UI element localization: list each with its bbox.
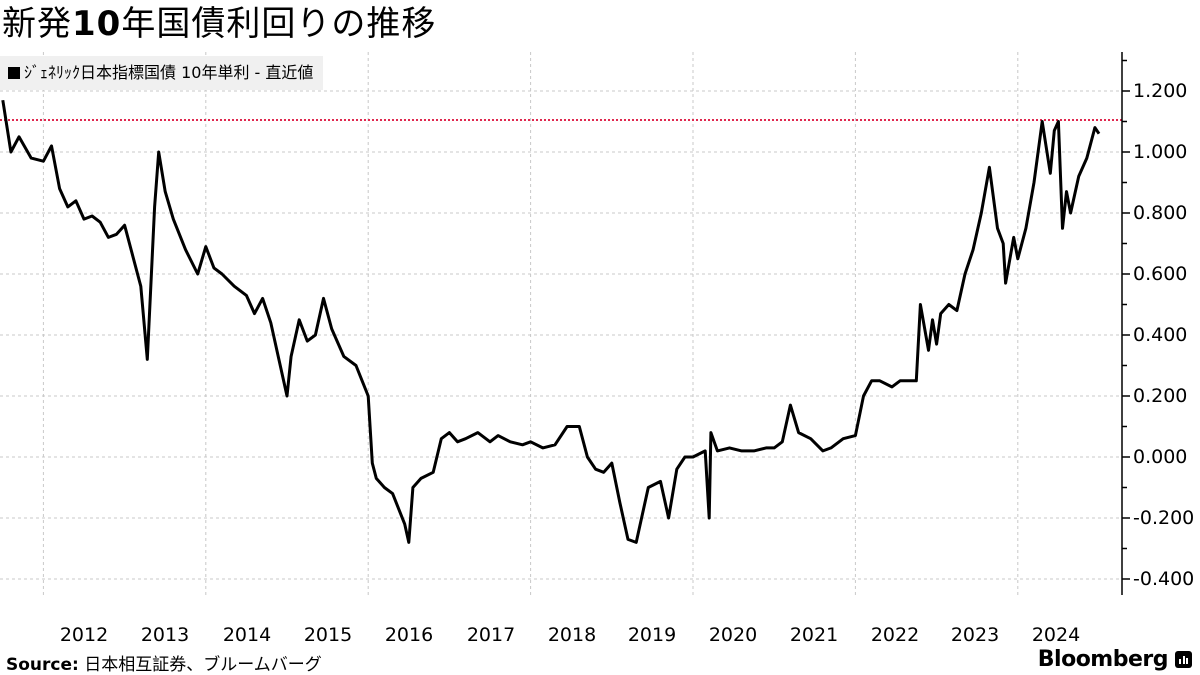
- y-axis-ticks: [1122, 59, 1130, 580]
- x-label: 2023: [950, 624, 1000, 646]
- x-label: 2015: [303, 624, 353, 646]
- title-number: 10: [72, 4, 122, 44]
- x-label: 2019: [627, 624, 677, 646]
- legend-label: ｼﾞｪﾈﾘｯｸ日本指標国債 10年単利 - 直近値: [24, 63, 314, 82]
- x-label: 2014: [222, 624, 272, 646]
- y-label: 1.000: [1133, 141, 1188, 163]
- y-label: -0.200: [1133, 507, 1195, 529]
- x-label: 2018: [547, 624, 597, 646]
- source-text: 日本相互証券、ブルームバーグ: [84, 655, 322, 675]
- x-label: 2012: [59, 624, 109, 646]
- x-label: 2024: [1031, 624, 1081, 646]
- source-note: Source: 日本相互証券、ブルームバーグ: [6, 650, 322, 675]
- y-label: 0.800: [1133, 202, 1188, 224]
- x-label: 2016: [384, 624, 434, 646]
- y-label: 0.600: [1133, 263, 1188, 285]
- x-label: 2017: [466, 624, 516, 646]
- y-label: 1.200: [1133, 80, 1188, 102]
- legend-swatch: [8, 67, 20, 79]
- x-label: 2020: [708, 624, 758, 646]
- y-label: 0.400: [1133, 324, 1188, 346]
- grid-lines: [0, 52, 1122, 595]
- title-suffix: 年国債利回りの推移: [121, 4, 437, 44]
- legend: ｼﾞｪﾈﾘｯｸ日本指標国債 10年単利 - 直近値: [0, 56, 324, 90]
- y-label: 0.200: [1133, 385, 1188, 407]
- x-label: 2021: [789, 624, 839, 646]
- title-prefix: 新発: [2, 4, 72, 44]
- y-label: -0.400: [1133, 568, 1195, 590]
- x-label: 2013: [140, 624, 190, 646]
- yield-series-line: [1, 99, 1101, 544]
- bloomberg-logo: Bloomberg: [1037, 647, 1169, 672]
- bloomberg-chart-icon: [1175, 651, 1192, 668]
- source-label: Source:: [6, 655, 79, 675]
- y-label: 0.000: [1133, 446, 1188, 468]
- x-label: 2022: [870, 624, 920, 646]
- chart-title: 新発10年国債利回りの推移: [2, 2, 436, 46]
